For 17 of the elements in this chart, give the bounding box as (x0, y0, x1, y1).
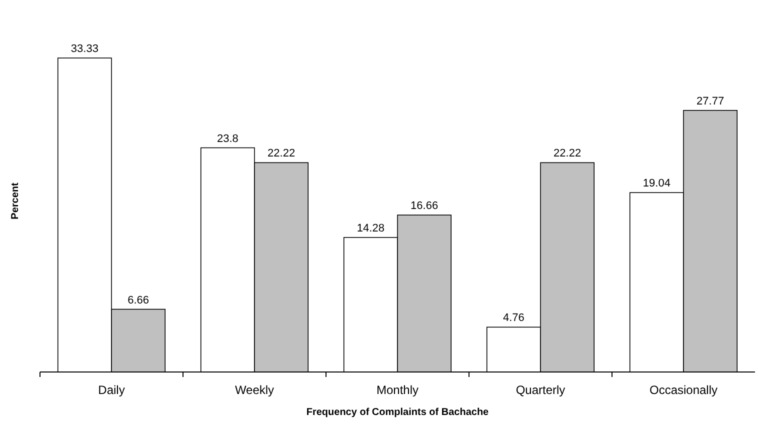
data-label: 19.04 (642, 178, 670, 190)
data-label: 4.76 (502, 312, 524, 324)
data-label: 22.22 (554, 148, 582, 160)
x-tick-label: Daily (98, 383, 125, 397)
data-label: 33.33 (70, 43, 98, 55)
data-label: 27.77 (696, 95, 724, 108)
x-tick-label: Weekly (234, 383, 274, 397)
data-label: 6.66 (128, 294, 150, 306)
x-axis-title: Frequency of Complaints of Bachache (306, 407, 490, 418)
x-tick-label: Monthly (376, 383, 419, 397)
x-tick-label: Occasionally (649, 383, 718, 397)
data-label: 23.8 (216, 132, 238, 145)
data-label: 22.22 (268, 148, 296, 160)
data-label: 16.66 (410, 200, 438, 212)
data-label: 14.28 (356, 222, 384, 234)
y-axis-title: Percent (10, 182, 21, 220)
x-tick-label: Quarterly (516, 383, 566, 397)
